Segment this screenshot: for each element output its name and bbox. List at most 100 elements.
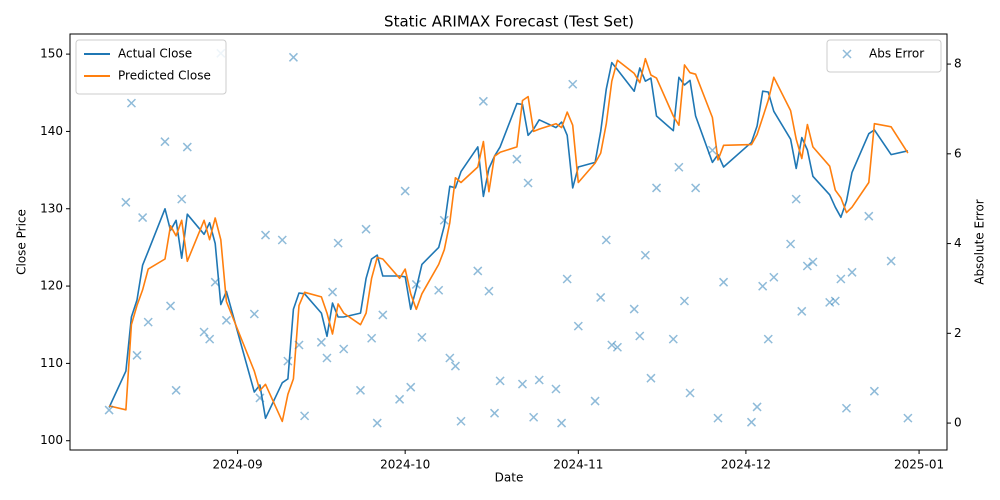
scatter-point	[864, 211, 874, 221]
scatter-point	[763, 334, 773, 344]
scatter-point	[791, 194, 801, 204]
scatter-point	[903, 413, 913, 423]
y-tick-label: 110	[40, 356, 63, 370]
x-axis-label: Date	[495, 471, 524, 485]
scatter-point	[328, 287, 338, 297]
scatter-point	[288, 52, 298, 62]
scatter-point	[450, 361, 460, 371]
legend-label: Actual Close	[118, 47, 192, 61]
scatter-point	[495, 376, 505, 386]
scatter-point	[367, 333, 377, 343]
scatter-point	[746, 417, 757, 427]
scatter-point	[478, 96, 488, 106]
scatter-point	[355, 385, 366, 395]
scatter-point	[221, 315, 231, 325]
scatter-point	[808, 257, 818, 267]
x-tick-label: 2024-10	[380, 458, 430, 472]
scatter-point	[836, 274, 846, 284]
scatter-point	[551, 384, 561, 394]
y-tick-label: 150	[40, 47, 63, 61]
scatter-point	[372, 418, 382, 428]
y2-tick-label: 4	[954, 236, 962, 250]
scatter-point	[316, 337, 326, 347]
y-tick-label: 140	[40, 124, 63, 138]
scatter-point	[166, 301, 176, 311]
y-tick-label: 120	[40, 279, 63, 293]
scatter-point	[769, 272, 779, 282]
scatter-point	[294, 340, 304, 350]
scatter-point	[679, 296, 689, 306]
x-tick-label: 2024-11	[553, 458, 603, 472]
scatter-point	[400, 186, 410, 196]
scatter-point	[411, 279, 421, 289]
scatter-point	[182, 142, 192, 152]
scatter-point	[445, 353, 455, 363]
legend-label: Abs Error	[869, 47, 924, 61]
y2-tick-label: 2	[954, 326, 962, 340]
legend-marker	[842, 49, 852, 59]
scatter-point	[646, 373, 656, 383]
scatter-point	[596, 292, 606, 302]
scatter-point	[847, 267, 857, 277]
scatter-point	[797, 306, 807, 316]
scatter-point	[674, 162, 684, 172]
x-tick-label: 2024-09	[213, 458, 263, 472]
scatter-point	[104, 405, 114, 415]
scatter-point	[434, 285, 444, 295]
scatter-point	[126, 98, 136, 108]
scatter-point	[406, 382, 416, 392]
scatter-point	[719, 277, 729, 287]
scatter-point	[512, 154, 522, 164]
scatter-point	[523, 178, 533, 188]
scatter-point	[830, 296, 840, 306]
scatter-point	[138, 213, 148, 223]
scatter-point	[629, 304, 639, 314]
scatter-point	[121, 197, 131, 207]
scatter-point	[143, 317, 153, 327]
chart-title: Static ARIMAX Forecast (Test Set)	[384, 13, 634, 31]
y-axis-label: Close Price	[15, 209, 29, 275]
scatter-point	[534, 375, 544, 385]
scatter-point	[601, 235, 611, 245]
scatter-point	[378, 310, 388, 320]
scatter-point	[283, 356, 293, 366]
scatter-point	[361, 224, 371, 234]
y-tick-label: 100	[40, 433, 63, 447]
x-tick-label: 2024-12	[721, 458, 771, 472]
y2-tick-label: 0	[954, 416, 962, 430]
scatter-point	[529, 412, 539, 422]
scatter-point	[651, 183, 662, 193]
scatter-point	[249, 309, 259, 319]
scatter-point	[255, 393, 265, 403]
scatter-point	[205, 334, 215, 344]
legend-box	[826, 39, 942, 73]
y-tick-label: 130	[40, 201, 63, 215]
scatter-point	[439, 215, 449, 225]
scatter-point	[886, 256, 896, 266]
scatter-point	[210, 277, 220, 287]
scatter-point	[758, 281, 768, 291]
scatter-point	[713, 413, 723, 423]
scatter-point	[177, 194, 187, 204]
scatter-point	[668, 334, 678, 344]
scatter-point	[277, 235, 287, 245]
scatter-point	[333, 238, 343, 248]
x-tick-label: 2025-01	[894, 458, 944, 472]
scatter-point	[490, 408, 500, 418]
scatter-point	[568, 79, 578, 89]
scatter-point	[635, 331, 645, 341]
scatter-point	[752, 402, 762, 412]
plot-frame	[69, 33, 948, 451]
scatter-point	[691, 183, 701, 193]
legend-label: Predicted Close	[118, 69, 211, 83]
scatter-point	[322, 353, 332, 363]
scatter-point	[473, 266, 483, 276]
line-series	[108, 57, 909, 423]
scatter-point	[171, 385, 181, 395]
scatter-point	[707, 145, 717, 155]
scatter-point	[484, 286, 494, 296]
scatter-point	[612, 342, 622, 352]
scatter-point	[395, 394, 405, 404]
scatter-point	[786, 239, 796, 249]
